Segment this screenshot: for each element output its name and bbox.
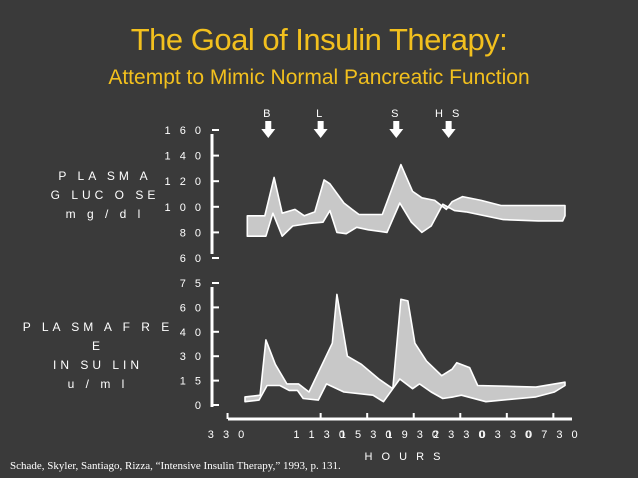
insulin-y-tick-label: 7 5 <box>180 278 204 290</box>
glucose-y-tick-label: 6 0 <box>180 253 204 265</box>
meal-arrow-icon <box>441 121 456 138</box>
meal-arrow-icon <box>389 121 404 138</box>
meal-arrow-icon <box>261 121 276 138</box>
x-tick-label: 3 3 0 <box>208 429 247 441</box>
meal-marker-label: H S <box>435 108 462 120</box>
glucose-y-tick-label: 8 0 <box>180 227 204 239</box>
insulin-ylabel-line: IN SU LIN <box>52 358 143 372</box>
glucose-y-tick-label: 1 0 0 <box>165 202 204 214</box>
x-tick-label: 0 3 3 0 <box>479 429 534 441</box>
x-axis-label: H O U R S <box>365 451 444 463</box>
meal-arrow-icon <box>313 121 328 138</box>
glucose-range-band <box>246 163 566 237</box>
insulin-range-band <box>244 293 566 403</box>
x-tick-label: 2 3 3 0 <box>433 429 488 441</box>
glucose-y-tick-label: 1 4 0 <box>165 151 204 163</box>
x-tick-label: 1 1 3 0 <box>293 429 348 441</box>
insulin-y-tick-label: 4 0 <box>180 327 204 339</box>
meal-marker-label: S <box>391 108 401 120</box>
x-tick-label: 1 9 3 0 <box>386 429 441 441</box>
insulin-ylabel-line: u / m l <box>67 377 129 391</box>
x-tick-label: 0 7 3 0 <box>526 429 581 441</box>
glucose-ylabel-line: G LUC O SE <box>50 188 160 202</box>
glucose-y-tick-label: 1 6 0 <box>165 125 204 137</box>
source-citation: Schade, Skyler, Santiago, Rizza, “Intens… <box>10 460 341 472</box>
insulin-y-axis-label: P LA SM A F R E E IN SU LIN u / m l <box>18 318 178 394</box>
x-tick-label: 1 5 3 0 <box>340 429 395 441</box>
insulin-y-tick-label: 6 0 <box>180 302 204 314</box>
glucose-y-tick-label: 1 2 0 <box>165 176 204 188</box>
meal-marker-label: L <box>316 108 325 120</box>
chart-subtitle: Attempt to Mimic Normal Pancreatic Funct… <box>108 66 530 89</box>
glucose-ylabel-line: m g / d l <box>65 207 145 221</box>
meal-marker-label: B <box>263 108 273 120</box>
insulin-y-tick-label: 3 0 <box>180 351 204 363</box>
insulin-y-tick-label: 1 5 <box>180 376 204 388</box>
chart-title: The Goal of Insulin Therapy: <box>130 22 508 57</box>
glucose-ylabel-line: P LA SM A <box>58 169 152 183</box>
insulin-ylabel-line: P LA SM A F R E E <box>22 320 174 353</box>
insulin-y-tick-label: 0 <box>195 400 204 412</box>
glucose-y-axis-label: P LA SM A G LUC O SE m g / d l <box>30 167 180 224</box>
